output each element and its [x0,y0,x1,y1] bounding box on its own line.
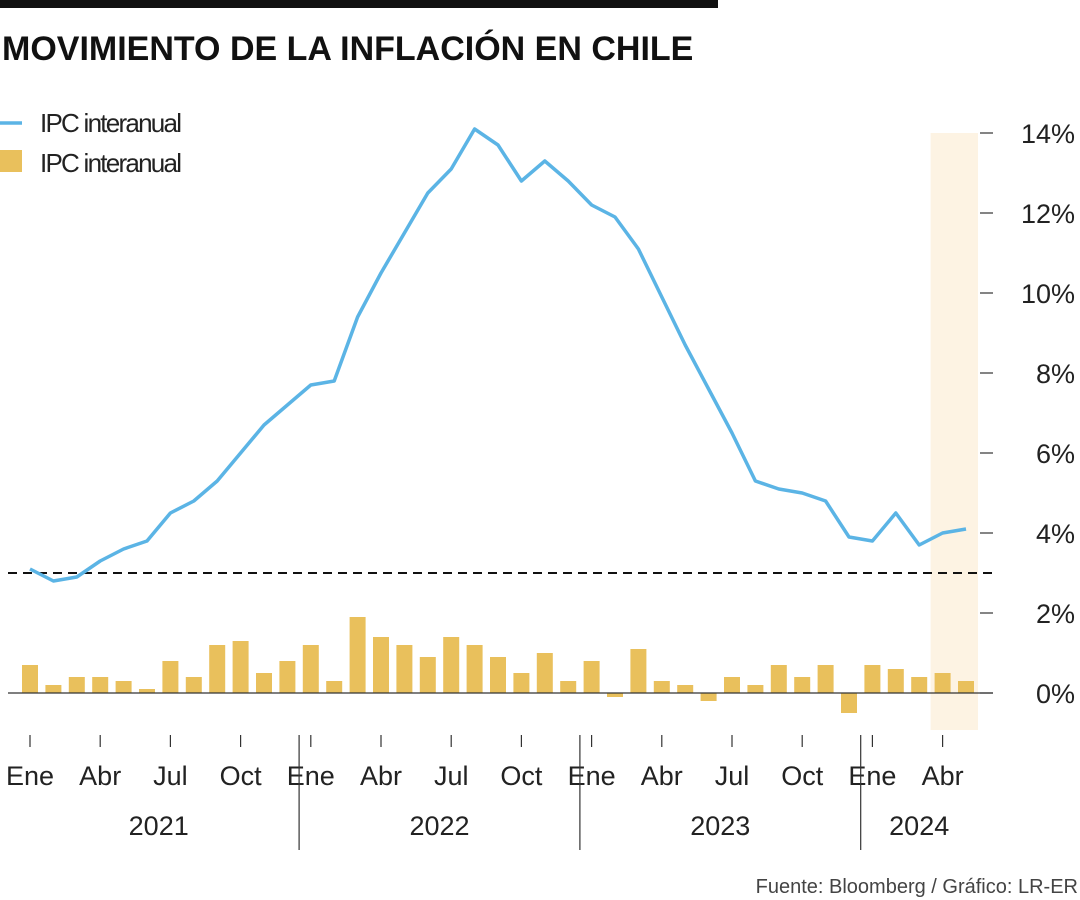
bar [209,645,226,693]
bar [794,677,811,693]
bar [115,681,132,693]
bar [45,685,62,693]
bar [747,685,764,693]
y-tick-label: 6% [1036,439,1075,469]
bar [724,677,740,693]
bar [162,661,179,693]
bar [22,665,38,693]
bar [887,669,904,693]
y-tick-label: 8% [1036,359,1075,389]
bar [911,677,928,693]
bar [583,661,600,693]
source-note: Fuente: Bloomberg / Gráfico: LR-ER [756,876,1078,898]
bar [466,645,483,693]
bar [770,665,787,693]
x-tick-label: Oct [500,761,543,791]
bar [653,681,670,693]
x-tick-label: Oct [781,761,824,791]
bar [443,637,460,693]
bar [139,689,155,693]
bar [934,673,951,693]
legend-bar-swatch [0,150,22,172]
legend-label-line: IPC interanual [40,108,182,138]
y-tick-label: 14% [1021,119,1075,149]
bar [864,665,881,693]
x-tick-label: Jul [434,761,469,791]
bar [92,677,109,693]
bar [232,641,249,693]
year-label: 2023 [690,811,750,841]
bar [326,681,343,693]
bar [630,649,647,693]
bar [677,685,694,693]
y-tick-label: 0% [1036,679,1075,709]
bar [302,645,319,693]
x-tick-label: Abr [922,761,964,791]
bar [68,677,85,693]
y-tick-label: 2% [1036,599,1075,629]
bar [279,661,296,693]
x-tick-label: Ene [287,761,335,791]
bar [185,677,202,693]
line-series [29,127,967,583]
bar [513,673,530,693]
chart-title: MOVIMIENTO DE LA INFLACIÓN EN CHILE [2,30,693,68]
x-tick-label: Abr [79,761,121,791]
year-label: 2024 [889,811,949,841]
bar [536,653,553,693]
x-tick-label: Oct [220,761,263,791]
y-tick-label: 4% [1036,519,1075,549]
bar [841,693,857,713]
bar [419,657,436,693]
x-tick-label: Abr [360,761,402,791]
x-tick-label: Jul [715,761,750,791]
bar [607,693,623,697]
bar [700,693,717,701]
bar [958,681,974,693]
x-tick-label: Abr [641,761,683,791]
top-rule [0,0,718,8]
bar [817,665,834,693]
year-label: 2022 [409,811,469,841]
year-label: 2021 [129,811,189,841]
x-tick-label: Ene [568,761,616,791]
bar [490,657,506,693]
highlight-band [930,133,978,730]
bar [560,681,577,693]
x-tick-label: Ene [848,761,896,791]
bar [373,637,389,693]
bar [349,617,366,693]
legend-label-bar: IPC interanual [40,148,182,178]
x-tick-label: Jul [153,761,188,791]
bar [256,673,272,693]
bar [396,645,413,693]
x-tick-label: Ene [6,761,54,791]
y-tick-label: 10% [1021,279,1075,309]
y-tick-label: 12% [1021,199,1075,229]
